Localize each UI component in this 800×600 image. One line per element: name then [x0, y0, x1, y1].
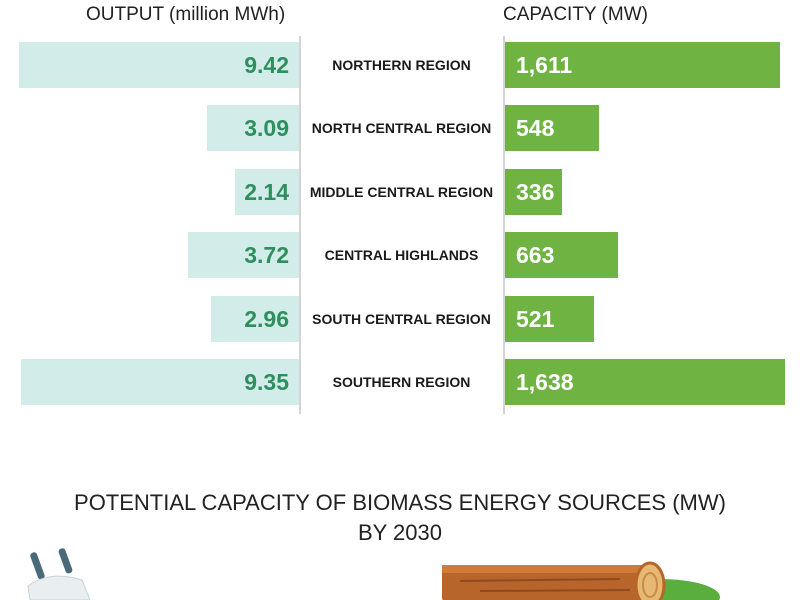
capacity-value-label: 521	[516, 305, 555, 332]
output-bar-north-central-region: 3.09	[207, 105, 299, 151]
output-header: OUTPUT (million MWh)	[86, 4, 286, 25]
capacity-bar-south-central-region: 521	[505, 296, 594, 342]
capacity-value-label: 548	[516, 114, 555, 141]
output-bar-southern-region: 9.35	[21, 359, 299, 405]
output-value-label: 9.42	[244, 51, 289, 78]
section2-title-line1: POTENTIAL CAPACITY OF BIOMASS ENERGY SOU…	[74, 490, 726, 515]
category-label-southern-region: SOUTHERN REGION	[332, 374, 471, 390]
output-bar-central-highlands: 3.72	[188, 232, 299, 278]
capacity-bar-middle-central-region: 336	[505, 169, 562, 215]
capacity-value-label: 663	[516, 241, 555, 268]
capacity-value-label: 336	[516, 178, 555, 205]
category-label-south-central-region: SOUTH CENTRAL REGION	[312, 311, 491, 327]
category-label-northern-region: NORTHERN REGION	[332, 57, 471, 73]
output-bar-middle-central-region: 2.14	[235, 169, 299, 215]
capacity-axis-line	[503, 36, 505, 414]
capacity-bar-north-central-region: 548	[505, 105, 599, 151]
output-axis-line	[299, 36, 301, 414]
section2-title-line2: BY 2030	[357, 520, 442, 545]
output-bar-south-central-region: 2.96	[211, 296, 299, 342]
category-label-central-highlands: CENTRAL HIGHLANDS	[324, 247, 479, 263]
output-bar-northern-region: 9.42	[19, 42, 299, 88]
output-value-label: 2.96	[244, 305, 289, 332]
output-value-label: 2.14	[244, 178, 289, 205]
capacity-bar-central-highlands: 663	[505, 232, 618, 278]
capacity-bar-northern-region: 1,611	[505, 42, 780, 88]
capacity-bar-southern-region: 1,638	[505, 359, 785, 405]
section2-title: POTENTIAL CAPACITY OF BIOMASS ENERGY SOU…	[0, 488, 800, 548]
category-label-middle-central-region: MIDDLE CENTRAL REGION	[309, 184, 494, 200]
capacity-value-label: 1,611	[516, 51, 573, 78]
plug-icon	[27, 548, 91, 600]
output-value-label: 3.72	[244, 241, 289, 268]
output-value-label: 9.35	[244, 368, 289, 395]
output-value-label: 3.09	[244, 114, 289, 141]
capacity-value-label: 1,638	[516, 368, 574, 395]
log-icon	[442, 561, 720, 600]
capacity-header: CAPACITY (MW)	[503, 4, 648, 25]
category-label-north-central-region: NORTH CENTRAL REGION	[311, 120, 492, 136]
